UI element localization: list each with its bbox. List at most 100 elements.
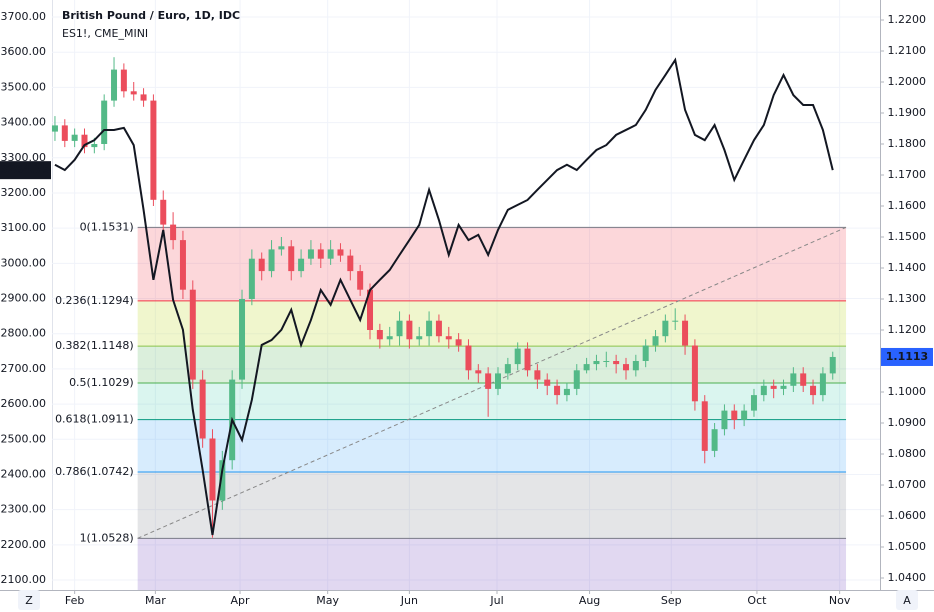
candle-body <box>721 410 728 430</box>
candle-body <box>298 258 305 272</box>
fib-label: 0.618(1.0911) <box>55 413 134 426</box>
candle-body <box>819 373 826 396</box>
candle-body <box>81 134 88 148</box>
candle-body <box>170 224 177 241</box>
x-tick-label: Nov <box>829 594 851 607</box>
y2-tick-label: 3600.00 <box>1 45 47 58</box>
candle-body <box>829 356 836 374</box>
candle-body <box>111 69 118 101</box>
fib-label: 0.236(1.1294) <box>55 294 134 307</box>
y2-tick-label: 3700.00 <box>1 10 47 23</box>
fib-band <box>137 419 847 472</box>
candle-body <box>386 336 393 340</box>
candle-body <box>682 320 689 346</box>
candle-body <box>120 69 127 92</box>
candle-body <box>475 370 482 374</box>
candle-body <box>426 320 433 337</box>
fib-label: 0.786(1.0742) <box>55 465 134 478</box>
z-button[interactable] <box>18 590 40 610</box>
candle-body <box>770 385 777 389</box>
x-tick-label: Sep <box>661 594 682 607</box>
line-series <box>54 57 834 536</box>
y-tick-label: 1.1300 <box>888 292 927 305</box>
candle-body <box>524 348 531 371</box>
y-tick-label: 1.1800 <box>888 137 927 150</box>
last-value-label: 3264.75 <box>0 163 50 176</box>
y-tick-label: 1.0700 <box>888 478 927 491</box>
y-tick-label: 1.0600 <box>888 509 927 522</box>
y-tick-label: 1.1000 <box>888 385 927 398</box>
candle-body <box>435 320 442 337</box>
x-tick-label: Oct <box>747 594 767 607</box>
candle-body <box>632 361 639 371</box>
candle-body <box>790 373 797 386</box>
x-tick-label: Aug <box>579 594 600 607</box>
y2-tick-label: 2900.00 <box>1 292 47 305</box>
candle-body <box>445 336 452 340</box>
fib-band <box>137 227 847 301</box>
a-button-label[interactable]: A <box>903 594 911 607</box>
candle-body <box>603 361 610 362</box>
candle-body <box>219 460 226 501</box>
candle-body <box>160 199 167 225</box>
candle-body <box>573 370 580 389</box>
candle-body <box>465 345 472 371</box>
candle-body <box>583 364 590 371</box>
last-price-label: 1.1113 <box>886 350 928 363</box>
x-tick-label: Mar <box>145 594 166 607</box>
candle-body <box>711 429 718 451</box>
candle-body <box>357 271 364 290</box>
legend-second: ES1!, CME_MINI <box>62 27 148 40</box>
last-value-tag <box>0 161 51 180</box>
fib-label: 1(1.0528) <box>80 531 134 544</box>
candle-body <box>741 410 748 420</box>
fib-label: 0.5(1.1029) <box>69 376 134 389</box>
candle-body <box>760 385 767 396</box>
candle-body <box>239 299 246 380</box>
z-button-label[interactable]: Z <box>25 594 33 607</box>
y2-tick-label: 2200.00 <box>1 538 47 551</box>
candle-body <box>455 339 462 346</box>
candle-body <box>179 240 186 290</box>
fib-label: 0.382(1.1148) <box>55 339 134 352</box>
candle-body <box>534 370 541 380</box>
candle-body <box>514 348 521 365</box>
candle-body <box>780 385 787 389</box>
fib-trend-line <box>137 226 847 539</box>
x-tick-label: Jun <box>400 594 418 607</box>
legend-main: British Pound / Euro, 1D, IDC <box>62 9 240 22</box>
candle-body <box>140 94 147 101</box>
a-button[interactable] <box>896 590 918 610</box>
candle-body <box>278 246 285 250</box>
candle-body <box>701 401 708 451</box>
y-tick-label: 1.0900 <box>888 416 927 429</box>
candle-body <box>750 395 757 411</box>
candle-body <box>376 330 383 340</box>
candle-body <box>396 320 403 337</box>
y2-tick-label: 2100.00 <box>1 573 47 586</box>
candle-body <box>622 364 629 371</box>
candle-body <box>189 289 196 380</box>
candle-body <box>544 379 551 386</box>
fib-band <box>137 471 847 539</box>
x-tick-label: May <box>316 594 339 607</box>
candle-body <box>307 249 314 259</box>
y2-tick-label: 2700.00 <box>1 362 47 375</box>
candle-body <box>593 361 600 365</box>
y2-tick-label: 3100.00 <box>1 221 47 234</box>
candle-body <box>652 336 659 346</box>
last-price-tag <box>881 347 933 366</box>
y-tick-label: 1.1900 <box>888 106 927 119</box>
candle-body <box>554 385 561 396</box>
candle-body <box>691 345 698 402</box>
y-tick-label: 1.2000 <box>888 75 927 88</box>
candle-body <box>337 249 344 256</box>
y2-tick-label: 2500.00 <box>1 432 47 445</box>
y2-tick-label: 3500.00 <box>1 80 47 93</box>
candle-body <box>209 438 216 501</box>
y2-tick-label: 3000.00 <box>1 256 47 269</box>
candle-body <box>258 258 265 272</box>
y-tick-label: 1.1200 <box>888 323 927 336</box>
